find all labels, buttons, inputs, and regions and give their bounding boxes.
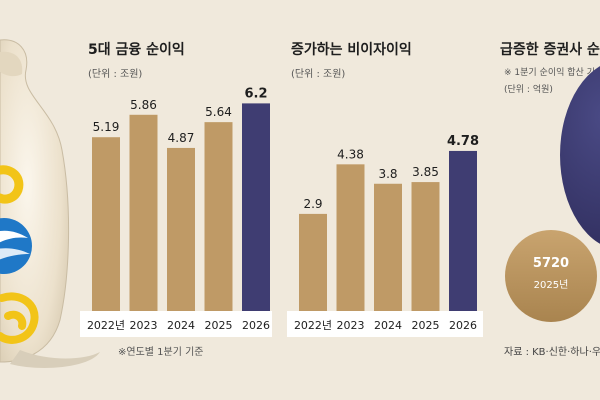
chart2-unit: (단위 : 조원) [291, 67, 345, 80]
chart1-category-label: 2025 [205, 319, 233, 332]
chart-net-profit: 5대 금융 순이익 (단위 : 조원) 5.19 2022년 5.86 2023 4.8… [80, 41, 272, 358]
chart1-value-label: 4.87 [168, 131, 195, 145]
yellow-swirl-logo [0, 292, 39, 344]
chart2-category-label: 2022년 [294, 319, 332, 332]
chart2-bar-2025 [411, 182, 440, 311]
bubble-2026 [560, 66, 600, 244]
chart2-category-label: 2024 [374, 319, 402, 332]
chart2-value-label: 2.9 [303, 197, 322, 211]
chart1-category-label: 2026 [242, 319, 270, 332]
chart2-value-label: 4.78 [447, 134, 479, 149]
blue-wave-logo [0, 218, 32, 274]
chart2-bar-2023 [336, 164, 365, 311]
chart2-axis-band [287, 311, 483, 337]
chart1-title: 5대 금융 순이익 [88, 41, 185, 58]
yellow-curl-logo [0, 165, 24, 204]
chart1-bar-2026 [242, 103, 270, 311]
chart2-category-label: 2026 [449, 319, 477, 332]
bubble-2025-value: 5720 [533, 256, 569, 271]
chart1-unit: (단위 : 조원) [88, 67, 142, 80]
chart3-unit: (단위 : 억원) [504, 83, 553, 95]
money-sack-illustration [0, 39, 100, 368]
chart1-category-label: 2024 [167, 319, 195, 332]
chart1-value-label: 5.64 [205, 105, 232, 119]
chart1-bar-2023 [129, 114, 158, 312]
chart1-bar-2024 [167, 147, 195, 311]
chart3-note: ※ 1분기 순이익 합산 기 [504, 66, 595, 78]
chart1-category-label: 2023 [130, 319, 158, 332]
chart2-value-label: 3.85 [412, 165, 439, 179]
chart1-category-label: 2022년 [87, 319, 125, 332]
chart2-value-label: 4.38 [337, 147, 364, 161]
sack-shadow [10, 350, 100, 368]
chart2-value-label: 3.8 [378, 167, 397, 181]
bubble-2025-label: 2025년 [534, 279, 569, 291]
chart1-footnote: ※연도별 1분기 기준 [118, 346, 204, 358]
chart3-title: 급증한 증권사 순 [500, 42, 600, 58]
chart1-bar-2022년 [92, 137, 120, 311]
chart1-bar-2025 [204, 122, 233, 312]
chart1-axis-band [80, 311, 272, 337]
chart3-source: 자료 : KB·신한·하나·우 [504, 345, 600, 358]
chart2-title: 증가하는 비이자이익 [291, 41, 412, 58]
bubble-2025 [505, 230, 597, 322]
chart-non-interest-income: 증가하는 비이자이익 (단위 : 조원) 2.9 2022년 4.38 2023 3.8… [287, 41, 483, 337]
chart1-bars: 5.19 2022년 5.86 2023 4.87 2024 5.64 2025 6.2 2026 [87, 86, 270, 332]
chart2-bar-2022년 [299, 213, 327, 311]
sack-body [0, 39, 70, 363]
chart2-bar-2024 [374, 183, 402, 311]
chart2-category-label: 2025 [412, 319, 440, 332]
chart2-bar-2026 [449, 150, 477, 311]
chart1-value-label: 6.2 [244, 86, 267, 101]
chart1-value-label: 5.86 [130, 98, 157, 112]
sack-tie [0, 51, 23, 77]
chart-securities: 급증한 증권사 순 ※ 1분기 순이익 합산 기 (단위 : 억원) 5720 … [500, 42, 600, 358]
chart2-bars: 2.9 2022년 4.38 2023 3.8 2024 3.85 2025 4.78 2026 [294, 134, 479, 332]
chart2-category-label: 2023 [337, 319, 365, 332]
chart1-value-label: 5.19 [93, 120, 120, 134]
